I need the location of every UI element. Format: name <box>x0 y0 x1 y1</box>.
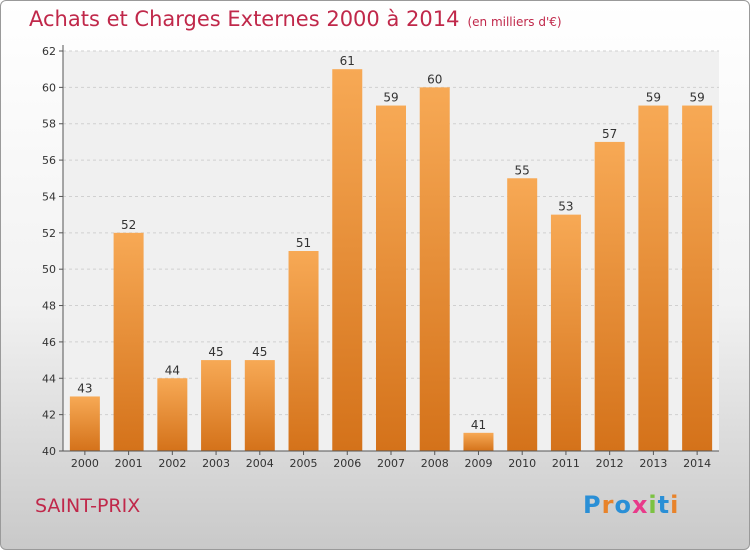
y-tick-label: 58 <box>42 118 56 131</box>
logo-letter: r <box>601 491 615 519</box>
bar-2001 <box>113 232 144 451</box>
bar-2012 <box>594 141 625 451</box>
bars: 43 52 44 45 45 51 61 59 60 41 55 53 57 59 59 <box>69 54 713 452</box>
x-tick-label: 2013 <box>639 457 667 470</box>
data-label: 59 <box>383 91 398 105</box>
x-tick-label: 2008 <box>421 457 449 470</box>
chart-title: Achats et Charges Externes 2000 à 2014 (e… <box>29 7 562 31</box>
axes: 40 42 44 46 48 50 52 54 56 58 60 62 2000 2001 2002 2003… <box>42 45 719 470</box>
proxiti-logo: Proxiti <box>583 491 679 519</box>
chart-title-unit: (en milliers d'€) <box>467 15 562 29</box>
y-tick-label: 48 <box>42 300 56 313</box>
bar-2006 <box>332 69 363 451</box>
data-label: 59 <box>689 91 704 105</box>
y-tick-label: 46 <box>42 336 56 349</box>
data-label: 45 <box>208 345 223 359</box>
data-label: 51 <box>296 236 311 250</box>
y-tick-label: 50 <box>42 263 56 276</box>
bar-2003 <box>201 360 232 451</box>
x-tick-label: 2005 <box>290 457 318 470</box>
logo-letter: i <box>648 491 658 519</box>
logo-letter: o <box>614 491 632 519</box>
x-tick-label: 2004 <box>246 457 274 470</box>
data-label: 52 <box>121 218 136 232</box>
logo-letter: P <box>583 491 602 519</box>
logo-letter: x <box>631 491 649 519</box>
bar-2000 <box>69 396 100 451</box>
x-tick-label: 2006 <box>333 457 361 470</box>
x-tick-label: 2001 <box>115 457 143 470</box>
y-tick-label: 40 <box>42 445 56 458</box>
y-tick-label: 52 <box>42 227 56 240</box>
data-label: 55 <box>515 163 530 177</box>
data-label: 53 <box>558 200 573 214</box>
x-tick-label: 2009 <box>464 457 492 470</box>
x-tick-label: 2012 <box>596 457 624 470</box>
data-label: 61 <box>340 54 355 68</box>
logo-letter: t <box>657 491 671 519</box>
y-tick-label: 44 <box>42 372 56 385</box>
x-tick-label: 2010 <box>508 457 536 470</box>
data-label: 45 <box>252 345 267 359</box>
data-label: 41 <box>471 418 486 432</box>
bar-2005 <box>288 251 319 451</box>
y-tick-label: 54 <box>42 190 56 203</box>
bar-2007 <box>376 105 406 451</box>
data-label: 59 <box>646 91 661 105</box>
y-tick-label: 56 <box>42 154 56 167</box>
x-tick-label: 2000 <box>71 457 99 470</box>
commune-name: SAINT-PRIX <box>35 495 141 517</box>
x-tick-label: 2007 <box>377 457 405 470</box>
chart-title-text: Achats et Charges Externes 2000 à 2014 <box>29 7 460 31</box>
bar-2004 <box>244 360 275 451</box>
x-tick-label: 2002 <box>158 457 186 470</box>
bar-2011 <box>550 214 581 451</box>
bar-2010 <box>507 178 538 452</box>
y-tick-label: 60 <box>42 81 56 94</box>
data-label: 44 <box>165 363 180 377</box>
bar-2013 <box>638 105 669 451</box>
y-tick-label: 42 <box>42 409 56 422</box>
x-tick-label: 2011 <box>552 457 580 470</box>
x-tick-label: 2014 <box>683 457 711 470</box>
bar-2008 <box>419 87 450 451</box>
logo-letter: i <box>670 491 680 519</box>
y-tick-label: 62 <box>42 45 56 58</box>
data-label: 57 <box>602 127 617 141</box>
bar-2002 <box>157 378 188 451</box>
bar-2009 <box>463 432 494 451</box>
data-label: 60 <box>427 72 442 86</box>
data-label: 43 <box>77 381 92 395</box>
x-tick-label: 2003 <box>202 457 230 470</box>
bar-2014 <box>682 105 713 451</box>
